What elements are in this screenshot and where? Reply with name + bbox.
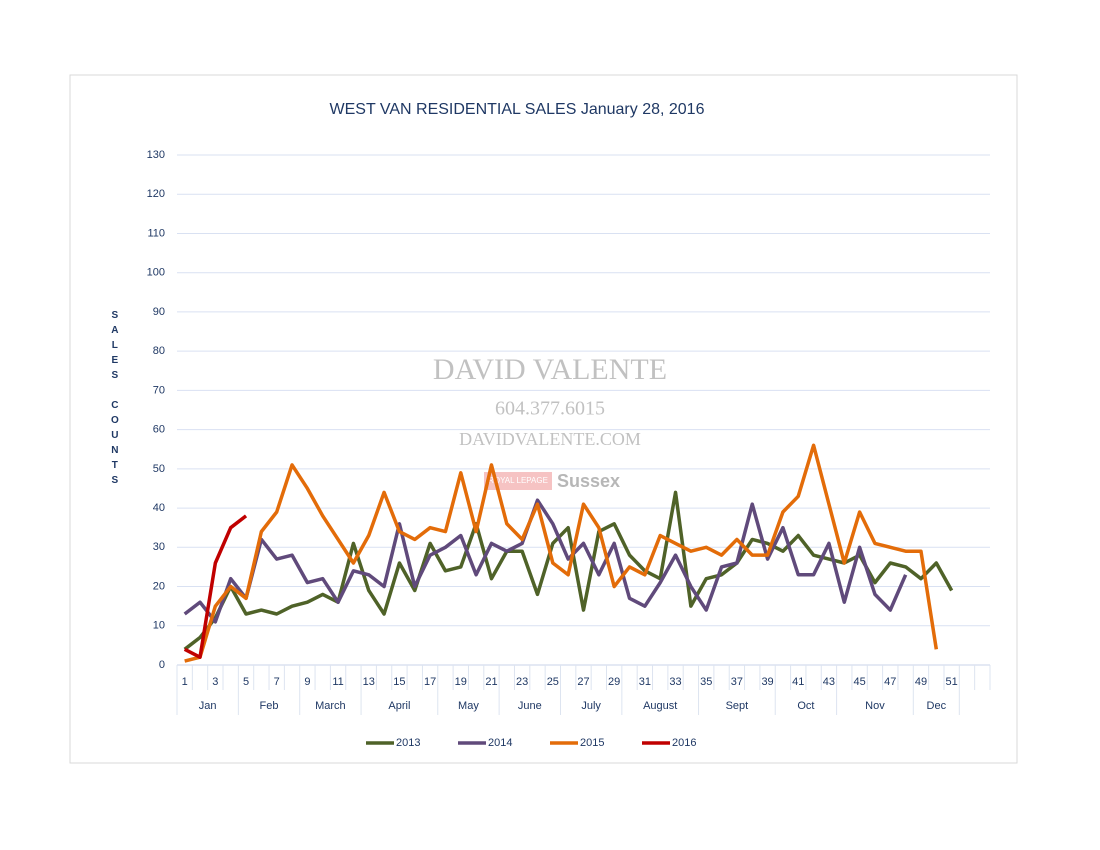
y-tick-label: 40 <box>153 502 165 514</box>
y-tick-label: 90 <box>153 306 165 318</box>
legend-label: 2015 <box>580 737 604 749</box>
series-line <box>183 514 248 659</box>
y-axis-label: SALES COUNTS <box>109 310 120 490</box>
x-tick-label: 33 <box>669 676 681 688</box>
legend-label: 2016 <box>672 737 696 749</box>
x-tick-label: 7 <box>274 676 280 688</box>
x-tick-label: 51 <box>946 676 958 688</box>
month-label: April <box>388 700 410 712</box>
month-label: July <box>581 700 601 712</box>
y-tick-label: 70 <box>153 384 165 396</box>
month-label: August <box>643 700 677 712</box>
y-tick-label: 110 <box>147 227 165 239</box>
watermark-name: DAVID VALENTE <box>433 353 667 386</box>
y-tick-label: 60 <box>153 424 165 436</box>
x-tick-label: 35 <box>700 676 712 688</box>
x-tick-label: 37 <box>731 676 743 688</box>
x-tick-label: 43 <box>823 676 835 688</box>
x-tick-label: 45 <box>853 676 865 688</box>
y-tick-label: 10 <box>153 620 165 632</box>
x-tick-label: 21 <box>485 676 497 688</box>
chart-frame <box>69 74 1018 764</box>
month-label: Nov <box>865 700 885 712</box>
x-tick-label: 3 <box>212 676 218 688</box>
y-tick-label: 30 <box>153 541 165 553</box>
y-tick-label: 0 <box>159 659 165 671</box>
month-label: Oct <box>797 700 814 712</box>
x-tick-label: 31 <box>639 676 651 688</box>
x-tick-label: 1 <box>182 676 188 688</box>
watermark-office: Sussex <box>557 471 620 491</box>
watermark-phone: 604.377.6015 <box>495 398 605 420</box>
month-label: Sept <box>726 700 749 712</box>
watermark-logo <box>484 472 552 490</box>
legend-label: 2014 <box>488 737 512 749</box>
month-label: June <box>518 700 542 712</box>
legend-label: 2013 <box>396 737 420 749</box>
y-tick-label: 100 <box>147 267 165 279</box>
watermark: DAVID VALENTE 604.377.6015 DAVIDVALENTE.… <box>433 353 667 491</box>
x-tick-label: 13 <box>363 676 375 688</box>
month-label: May <box>458 700 479 712</box>
month-label: Dec <box>927 700 947 712</box>
x-tick-label: 9 <box>304 676 310 688</box>
x-tick-label: 41 <box>792 676 804 688</box>
month-label: Feb <box>260 700 279 712</box>
y-tick-label: 20 <box>153 580 165 592</box>
month-label: Jan <box>199 700 217 712</box>
y-tick-label: 50 <box>153 463 165 475</box>
x-tick-label: 19 <box>455 676 467 688</box>
series-line <box>183 498 908 624</box>
series-line <box>184 443 939 663</box>
y-tick-label: 120 <box>147 188 165 200</box>
chart-title: WEST VAN RESIDENTIAL SALES January 28, 2… <box>330 101 705 118</box>
x-tick-label: 39 <box>761 676 773 688</box>
x-tick-label: 29 <box>608 676 620 688</box>
x-tick-label: 49 <box>915 676 927 688</box>
x-tick-label: 15 <box>393 676 405 688</box>
watermark-brand: ROYAL LEPAGE <box>488 476 548 485</box>
y-tick-label: 80 <box>153 345 165 357</box>
x-tick-label: 25 <box>547 676 559 688</box>
x-tick-label: 47 <box>884 676 896 688</box>
x-tick-label: 23 <box>516 676 528 688</box>
x-tick-label: 17 <box>424 676 436 688</box>
month-label: March <box>315 700 346 712</box>
y-tick-label: 130 <box>147 149 165 161</box>
x-tick-label: 5 <box>243 676 249 688</box>
x-tick-label: 11 <box>332 676 343 688</box>
watermark-web: DAVIDVALENTE.COM <box>459 429 641 449</box>
x-tick-label: 27 <box>577 676 589 688</box>
